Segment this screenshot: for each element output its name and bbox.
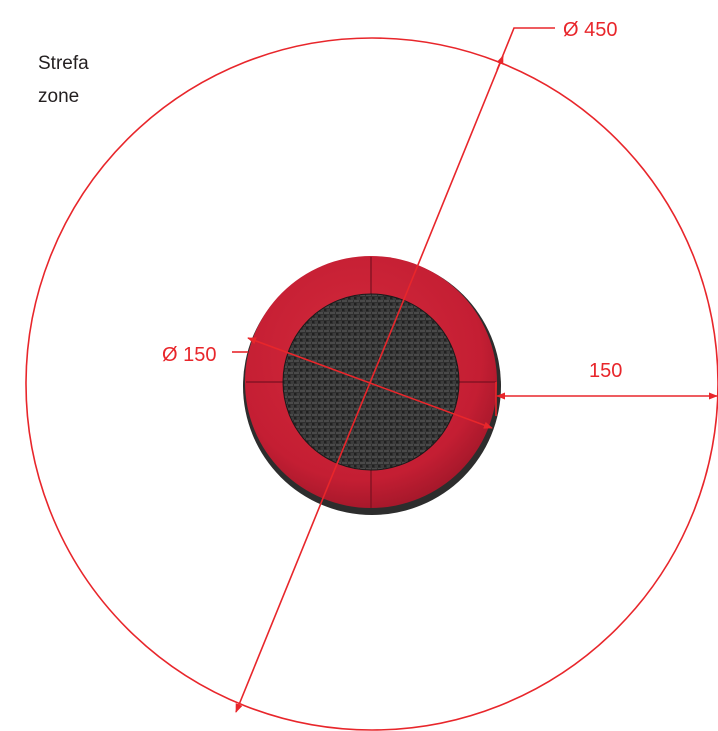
inner-diameter-label: Ø 150 — [162, 344, 216, 366]
clearance-label: 150 — [589, 360, 622, 382]
outer-diameter-leader — [496, 27, 555, 71]
zone-label-line2: zone — [38, 86, 80, 107]
outer-diameter-label: Ø 450 — [563, 19, 617, 41]
inner-diameter-line — [247, 337, 493, 429]
outer-safety-zone-circle — [25, 37, 718, 731]
zone-label-line1: Strefa — [38, 53, 89, 74]
